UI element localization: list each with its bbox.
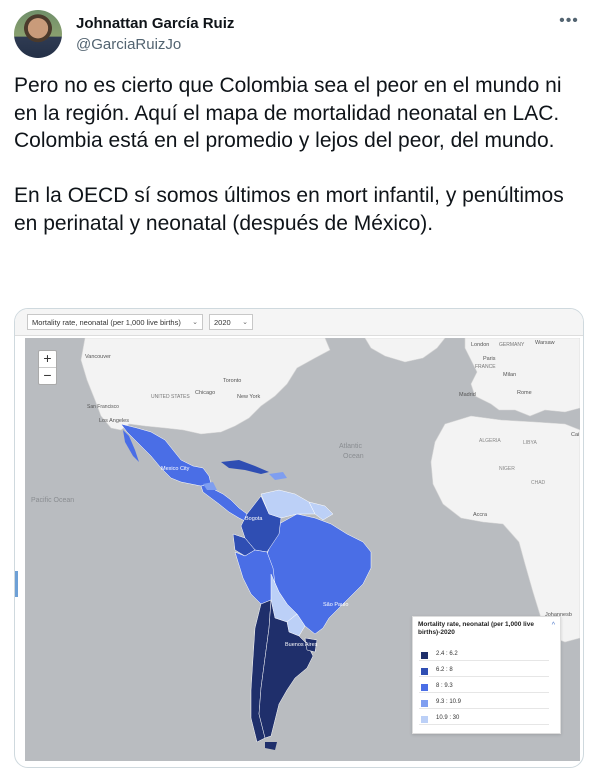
legend-swatch bbox=[421, 684, 428, 691]
argentina-land bbox=[258, 599, 314, 739]
year-select-value: 2020 bbox=[214, 318, 231, 327]
author-handle[interactable]: @GarciaRuizJo bbox=[76, 36, 182, 53]
label-london: London bbox=[471, 342, 489, 348]
map-toolbar: Mortality rate, neonatal (per 1,000 live… bbox=[15, 309, 583, 336]
legend-label: 10.9 : 30 bbox=[436, 715, 460, 721]
legend-item[interactable]: 9.3 : 10.9 bbox=[419, 698, 549, 709]
label-rome: Rome bbox=[517, 390, 532, 396]
label-buenos-aires: Buenos Aires bbox=[285, 642, 318, 648]
map-canvas[interactable]: Vancouver UNITED STATES Chicago Toronto … bbox=[25, 337, 581, 761]
guatemala-land bbox=[203, 482, 217, 490]
map-legend: Mortality rate, neonatal (per 1,000 live… bbox=[412, 616, 561, 734]
label-johannesburg: Johannesb bbox=[545, 612, 572, 618]
label-atlantic-1: Atlantic bbox=[339, 443, 362, 450]
label-algeria: ALGERIA bbox=[479, 438, 501, 444]
legend-item[interactable]: 6.2 : 8 bbox=[419, 666, 549, 677]
greenland-land bbox=[364, 337, 446, 363]
legend-item[interactable]: 10.9 : 30 bbox=[419, 714, 549, 725]
label-new-york: New York bbox=[237, 394, 260, 400]
label-cairo: Cai bbox=[571, 432, 579, 438]
label-sao-paulo: São Paulo bbox=[323, 602, 348, 608]
tierra-del-fuego-land bbox=[265, 742, 277, 750]
indicator-select[interactable]: Mortality rate, neonatal (per 1,000 live… bbox=[27, 314, 203, 330]
avatar[interactable] bbox=[14, 10, 62, 58]
label-accra: Accra bbox=[473, 512, 488, 518]
legend-divider bbox=[419, 676, 549, 677]
north-america-land bbox=[80, 337, 331, 435]
europe-land bbox=[464, 337, 581, 417]
label-mexico-city: Mexico City bbox=[161, 466, 190, 472]
label-atlantic-2: Ocean bbox=[343, 453, 364, 460]
legend-divider bbox=[419, 708, 549, 709]
indicator-select-value: Mortality rate, neonatal (per 1,000 live… bbox=[32, 318, 181, 327]
legend-title: Mortality rate, neonatal (per 1,000 live… bbox=[418, 621, 534, 636]
zoom-controls: + − bbox=[38, 350, 57, 385]
label-libya: LIBYA bbox=[523, 440, 537, 446]
label-toronto: Toronto bbox=[223, 378, 241, 384]
legend-divider bbox=[419, 724, 549, 725]
baja-land bbox=[123, 430, 139, 462]
chevron-up-icon[interactable]: ^ bbox=[551, 622, 555, 629]
plus-icon[interactable]: + bbox=[43, 350, 52, 366]
legend-swatch bbox=[421, 652, 428, 659]
africa-land bbox=[430, 415, 581, 643]
cuba-land bbox=[221, 460, 269, 474]
label-madrid: Madrid bbox=[459, 392, 476, 398]
label-niger: NIGER bbox=[499, 466, 515, 472]
uruguay-land bbox=[304, 637, 318, 653]
guianas-land bbox=[308, 501, 334, 521]
tweet-text: Pero no es cierto que Colombia sea el pe… bbox=[14, 74, 564, 235]
label-san-francisco: San Francisco bbox=[87, 404, 119, 410]
label-united-states: UNITED STATES bbox=[151, 394, 190, 400]
chevron-down-icon: ⌄ bbox=[192, 319, 198, 326]
label-france: FRANCE bbox=[475, 364, 496, 370]
legend-divider bbox=[419, 692, 549, 693]
hispaniola-land bbox=[269, 472, 287, 480]
label-bogota: Bogota bbox=[245, 516, 263, 522]
legend-label: 8 : 9.3 bbox=[436, 683, 453, 689]
legend-item[interactable]: 2.4 : 6.2 bbox=[419, 650, 549, 661]
legend-divider bbox=[419, 660, 549, 661]
label-chicago: Chicago bbox=[195, 390, 215, 396]
more-dots-icon[interactable]: ••• bbox=[559, 12, 579, 29]
legend-label: 9.3 : 10.9 bbox=[436, 699, 462, 705]
year-select[interactable]: 2020 ⌄ bbox=[209, 314, 253, 330]
chevron-down-icon: ⌄ bbox=[242, 319, 248, 326]
legend-swatch bbox=[421, 716, 428, 723]
legend-item[interactable]: 8 : 9.3 bbox=[419, 682, 549, 693]
label-warsaw: Warsaw bbox=[535, 340, 555, 346]
label-paris: Paris bbox=[483, 356, 496, 362]
label-pacific: Pacific Ocean bbox=[31, 497, 74, 504]
label-los-angeles: Los Angeles bbox=[99, 418, 129, 424]
tweet-header: Johnattan García Ruiz @GarciaRuizJo ••• bbox=[14, 10, 584, 60]
author-name[interactable]: Johnattan García Ruiz bbox=[76, 15, 235, 32]
minus-icon[interactable]: − bbox=[39, 367, 56, 384]
colombia-land bbox=[240, 495, 282, 553]
legend-swatch bbox=[421, 700, 428, 707]
label-chad: CHAD bbox=[531, 480, 546, 486]
label-milan: Milan bbox=[503, 372, 516, 378]
label-germany: GERMANY bbox=[499, 342, 525, 348]
side-panel-tab[interactable] bbox=[15, 571, 18, 597]
legend-label: 6.2 : 8 bbox=[436, 667, 453, 673]
tweet-media[interactable]: Mortality rate, neonatal (per 1,000 live… bbox=[14, 308, 584, 768]
choropleth-map: Vancouver UNITED STATES Chicago Toronto … bbox=[25, 337, 581, 761]
legend-swatch bbox=[421, 668, 428, 675]
label-vancouver: Vancouver bbox=[85, 354, 111, 360]
legend-label: 2.4 : 6.2 bbox=[436, 651, 458, 657]
